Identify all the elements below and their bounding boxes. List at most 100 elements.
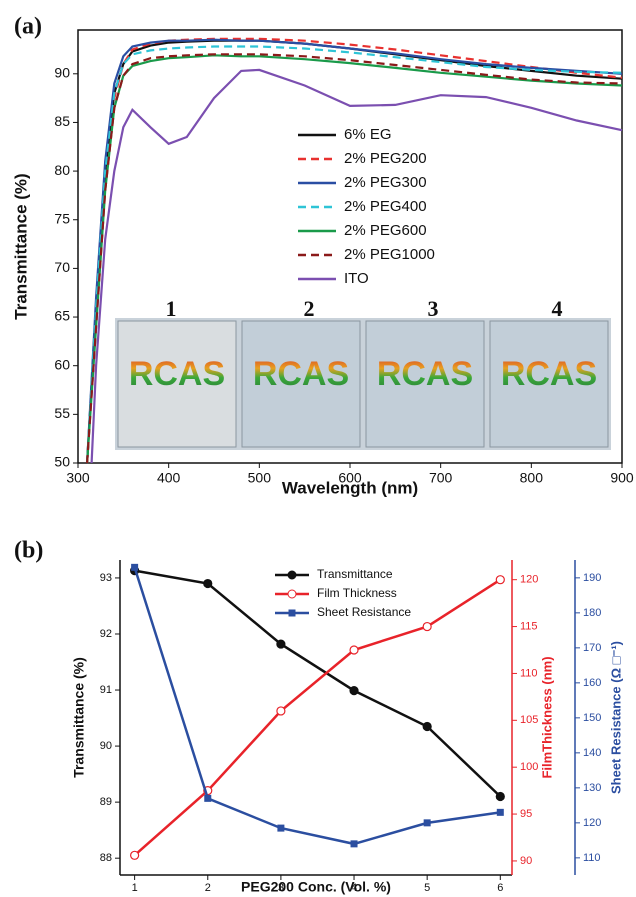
y2-tick-label: 115 [520, 620, 538, 632]
y3-tick-label: 180 [583, 607, 601, 619]
inset-text: RCAS [129, 355, 225, 393]
legend-marker [288, 609, 296, 617]
point [495, 575, 505, 585]
y2-axis-title: FilmThickness (nm) [539, 656, 554, 778]
y-tick-label: 89 [100, 796, 112, 808]
y-tick-label: 60 [54, 356, 70, 372]
point [131, 563, 139, 571]
legend-label: 2% PEG400 [344, 198, 427, 215]
y3-tick-label: 170 [583, 642, 601, 654]
inset-label: 2 [304, 296, 315, 321]
legend-label: 2% PEG1000 [344, 246, 435, 263]
point [130, 850, 140, 860]
x-tick-label: 900 [610, 470, 634, 486]
point [204, 794, 212, 802]
y-tick-label: 80 [54, 162, 70, 178]
x-axis-title: PEG200 Conc. (Vol. %) [241, 879, 391, 895]
legend-marker [287, 589, 297, 599]
point [350, 840, 358, 848]
y3-tick-label: 190 [583, 572, 601, 584]
point [349, 685, 359, 696]
y3-tick-label: 110 [583, 852, 601, 864]
inset-label: 1 [166, 296, 177, 321]
y2-tick-label: 95 [520, 808, 532, 820]
point [276, 639, 286, 649]
y3-tick-label: 120 [583, 817, 601, 829]
point [423, 819, 431, 827]
x-tick-label: 5 [424, 882, 430, 894]
x-tick-label: 4 [351, 882, 357, 894]
legend-label: Film Thickness [317, 586, 397, 600]
y-tick-label: 55 [54, 405, 70, 421]
inset-sample [365, 320, 485, 448]
legend-label: ITO [344, 270, 369, 287]
inset-text: RCAS [501, 355, 597, 393]
series-line [90, 68, 623, 464]
x-tick-label: 1 [132, 882, 138, 894]
point [422, 621, 432, 632]
y2-tick-label: 110 [520, 667, 538, 679]
x-tick-label: 800 [520, 470, 544, 486]
y-tick-label: 65 [54, 308, 70, 324]
y-axis-title: Transmittance (%) [11, 173, 30, 319]
legend-label: 2% PEG600 [344, 222, 427, 239]
x-tick-label: 600 [338, 470, 362, 486]
legend-label: 6% EG [344, 126, 392, 143]
inset-label: 3 [428, 296, 439, 321]
x-tick-label: 2 [205, 882, 211, 894]
series-line [134, 569, 502, 798]
y-tick-label: 92 [100, 628, 112, 640]
point [349, 645, 359, 655]
legend-label: Transmittance [317, 567, 393, 581]
y-tick-label: 75 [54, 210, 70, 226]
x-tick-label: 3 [278, 882, 284, 894]
x-tick-label: 6 [497, 882, 503, 894]
panel-label: (b) [14, 538, 43, 564]
y-tick-label: 90 [54, 64, 70, 80]
y2-tick-label: 120 [520, 574, 538, 586]
point [496, 808, 504, 816]
legend-label: 2% PEG300 [344, 174, 427, 191]
x-tick-label: 400 [157, 470, 181, 486]
point [203, 578, 213, 589]
x-tick-label: 500 [248, 470, 272, 486]
y3-tick-label: 130 [583, 782, 601, 794]
point [495, 791, 505, 802]
series-line [133, 567, 501, 846]
inset-text: RCAS [377, 355, 473, 393]
y3-axis-title: Sheet Resistance (Ω □⁻¹) [608, 641, 623, 794]
y-tick-label: 88 [100, 852, 112, 864]
inset-sample [489, 320, 609, 448]
x-axis-title: Wavelength (nm) [282, 478, 418, 497]
y-axis-title: Transmittance (%) [71, 657, 87, 778]
inset-sample [241, 320, 361, 448]
y-tick-label: 91 [100, 684, 112, 696]
series-line [86, 38, 623, 464]
inset-sample [117, 320, 237, 448]
y2-tick-label: 100 [520, 761, 538, 773]
series-line [133, 578, 501, 857]
legend-label: Sheet Resistance [317, 605, 411, 619]
y-tick-label: 85 [54, 113, 70, 129]
panel-label: (a) [14, 14, 42, 40]
y-tick-label: 90 [100, 740, 112, 752]
inset-text: RCAS [253, 355, 349, 393]
y3-tick-label: 150 [583, 712, 601, 724]
legend-marker [287, 570, 297, 580]
point [422, 721, 432, 732]
series-line [86, 53, 623, 464]
y3-tick-label: 140 [583, 747, 601, 759]
point [277, 824, 285, 832]
y3-tick-label: 160 [583, 677, 601, 689]
y-tick-label: 93 [100, 572, 112, 584]
series-line [86, 45, 623, 464]
x-tick-label: 700 [429, 470, 453, 486]
inset-label: 4 [552, 296, 563, 321]
y2-tick-label: 105 [520, 714, 538, 726]
x-tick-label: 300 [66, 470, 90, 486]
legend-label: 2% PEG200 [344, 150, 427, 167]
y-tick-label: 50 [54, 454, 70, 470]
y-tick-label: 70 [54, 259, 70, 275]
point [276, 706, 286, 716]
